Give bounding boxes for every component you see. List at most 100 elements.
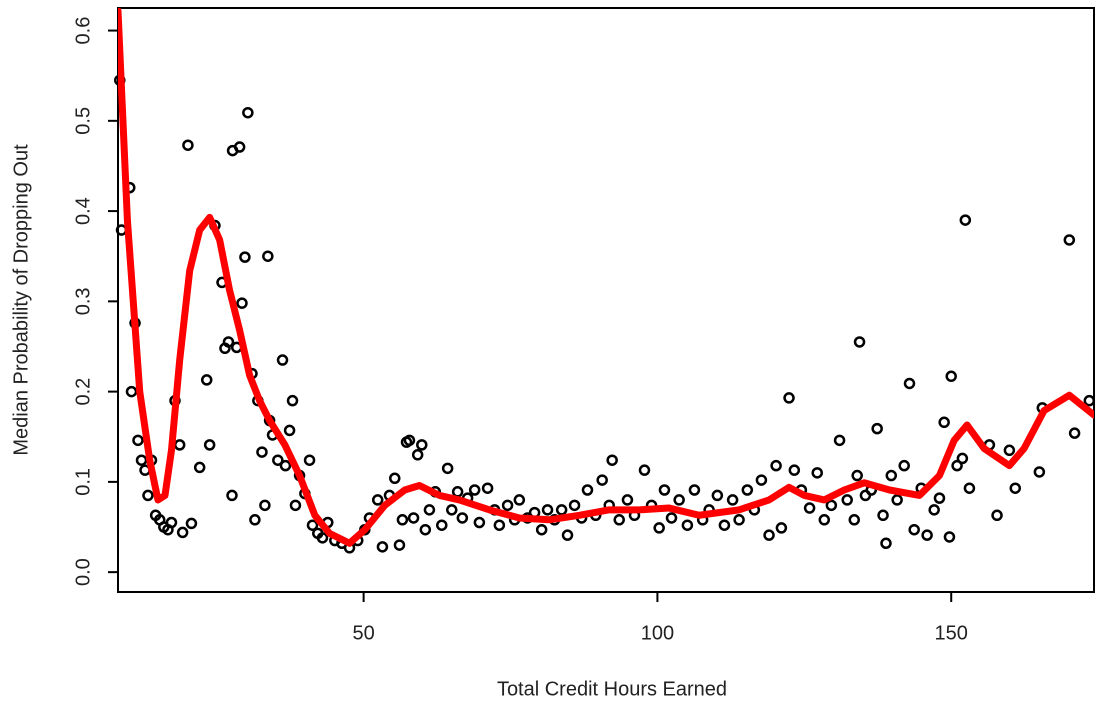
scatter-point xyxy=(833,434,846,447)
y-axis-label: Median Probability of Dropping Out xyxy=(10,144,32,456)
scatter-point xyxy=(841,494,853,506)
scatter-point xyxy=(1033,466,1046,478)
scatter-point xyxy=(256,446,268,458)
y-tick-label: 0.4 xyxy=(72,197,94,225)
scatter-point xyxy=(711,489,724,502)
scatter-point xyxy=(176,526,189,539)
scatter-point xyxy=(303,454,316,466)
scatter-point xyxy=(853,336,866,348)
scatter-point xyxy=(653,522,665,534)
scatter-point xyxy=(788,464,801,476)
scatter-point xyxy=(718,519,731,531)
scatter-point xyxy=(928,504,940,516)
scatter-point xyxy=(132,434,144,447)
scatter-point xyxy=(513,494,526,506)
scatter-point xyxy=(173,439,186,451)
y-tick-label: 0.2 xyxy=(72,378,94,406)
scatter-point xyxy=(403,434,416,447)
scatter-point xyxy=(763,529,775,541)
scatter-point xyxy=(125,385,138,398)
scatter-point xyxy=(755,474,768,486)
scatter-point xyxy=(606,454,618,466)
scatter-point xyxy=(963,482,976,494)
scatter-point xyxy=(1083,394,1095,407)
scatter-point xyxy=(165,516,178,529)
plot-frame xyxy=(117,7,1095,593)
scatter-point xyxy=(1003,444,1016,457)
scatter-point xyxy=(959,214,972,226)
y-tick-label: 0.3 xyxy=(72,287,94,315)
scatter-point xyxy=(389,472,401,485)
scatter-point xyxy=(877,509,889,522)
scatter-point xyxy=(203,439,216,451)
scatter-point xyxy=(419,523,432,536)
scatter-point xyxy=(393,539,406,551)
scatter-point xyxy=(956,452,969,465)
scatter-point xyxy=(880,537,892,550)
scatter-point xyxy=(446,504,458,516)
scatter-point xyxy=(276,354,289,366)
scatter-point xyxy=(943,531,956,543)
scatter-point xyxy=(568,499,581,512)
scatter-point xyxy=(473,516,486,529)
scatter-point xyxy=(951,459,963,472)
scatter-point xyxy=(416,439,428,451)
scatter-point xyxy=(818,514,831,526)
scatter-point xyxy=(561,529,574,541)
scatter-point xyxy=(681,519,694,531)
scatter-point xyxy=(783,392,795,404)
scatter-point xyxy=(283,424,296,437)
scatter-point xyxy=(193,461,206,474)
scatter-point xyxy=(233,141,246,153)
scatter-point xyxy=(262,250,274,262)
scatter-point xyxy=(135,454,148,466)
scatter-point xyxy=(371,494,384,506)
scatter-point xyxy=(411,449,424,461)
scatter-point xyxy=(423,504,436,516)
scatter-point xyxy=(825,499,838,512)
scatter-point xyxy=(555,504,568,516)
scatter-point xyxy=(885,469,898,482)
scatter-point xyxy=(581,484,594,496)
scatter-point xyxy=(933,492,946,504)
x-tick-label: 150 xyxy=(935,622,968,644)
scatter-point xyxy=(741,484,754,496)
y-tick-label: 0.0 xyxy=(72,558,94,586)
scatter-point xyxy=(451,486,464,498)
scatter-point xyxy=(286,394,299,407)
scatter-point xyxy=(535,523,548,536)
scatter-point xyxy=(441,462,454,475)
scatter-point xyxy=(316,532,329,544)
scatter-point xyxy=(259,499,271,512)
smooth-line xyxy=(118,8,1094,547)
scatter-point xyxy=(908,523,920,536)
scatter-point xyxy=(1063,234,1076,246)
scatter-point xyxy=(242,106,254,119)
scatter-point xyxy=(848,514,861,526)
scatter-point xyxy=(182,139,194,151)
scatter-point xyxy=(688,484,701,496)
scatter-point xyxy=(249,514,261,526)
scatter-point xyxy=(991,509,1003,522)
scatter-point xyxy=(1009,482,1022,494)
scatter-point xyxy=(226,489,238,502)
scatter-point xyxy=(596,474,608,486)
scatter-point xyxy=(851,469,863,482)
scatter-point xyxy=(1068,427,1081,439)
y-tick-label: 0.5 xyxy=(72,107,94,135)
scatter-point xyxy=(803,502,816,514)
scatter-point xyxy=(279,459,292,472)
scatter-point xyxy=(621,494,634,506)
scatter-point xyxy=(481,482,494,494)
scatter-point xyxy=(222,336,235,348)
scatter-point xyxy=(770,459,782,472)
y-tick-label: 0.1 xyxy=(72,468,94,496)
x-axis-label: Total Credit Hours Earned xyxy=(497,678,727,700)
scatter-point xyxy=(142,489,154,502)
scatter-point xyxy=(236,297,248,309)
scatter-point xyxy=(468,484,481,496)
scatter-point xyxy=(289,499,302,512)
scatter-point xyxy=(811,467,823,479)
scatter-point xyxy=(306,519,319,531)
